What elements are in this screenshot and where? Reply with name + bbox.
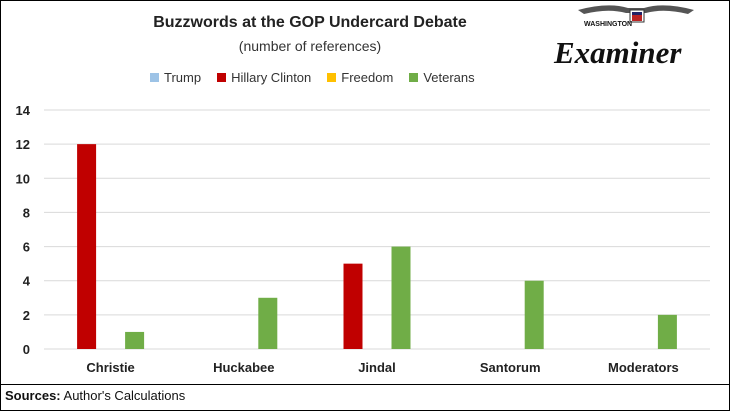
- legend-item: Trump: [150, 70, 201, 85]
- bar-veterans-moderators: [657, 314, 677, 349]
- y-tick-label: 14: [16, 103, 31, 118]
- x-tick-label: Christie: [86, 360, 134, 375]
- x-tick-label: Huckabee: [213, 360, 274, 375]
- y-tick-label: 0: [23, 342, 30, 357]
- bar-veterans-christie: [125, 331, 145, 349]
- sources-label: Sources:: [5, 388, 61, 403]
- bar-veterans-huckabee: [258, 297, 278, 349]
- legend-item: Veterans: [409, 70, 475, 85]
- legend-item: Freedom: [327, 70, 393, 85]
- y-tick-label: 10: [16, 171, 30, 186]
- y-tick-label: 4: [23, 274, 31, 289]
- chart-title: Buzzwords at the GOP Undercard Debate: [153, 14, 467, 31]
- legend-label: Veterans: [423, 70, 475, 85]
- legend: Trump Hillary Clinton Freedom Veterans: [150, 70, 475, 85]
- legend-swatch: [150, 73, 159, 82]
- x-tick-label: Jindal: [358, 360, 396, 375]
- bar-hillary-clinton-jindal: [343, 263, 363, 349]
- legend-item: Hillary Clinton: [217, 70, 311, 85]
- y-tick-label: 12: [16, 137, 30, 152]
- washington-examiner-logo: WASHINGTON Examiner: [553, 5, 694, 68]
- x-tick-label: Moderators: [608, 360, 679, 375]
- chart-subtitle: (number of references): [238, 38, 382, 54]
- logo-text: Examiner: [553, 35, 682, 68]
- bar-hillary-clinton-christie: [77, 144, 97, 349]
- legend-label: Trump: [164, 70, 202, 85]
- sources-note: Sources: Author's Calculations: [5, 388, 185, 403]
- y-tick-label: 2: [23, 308, 30, 323]
- bar-chart: 0 2 4 6 8 10 12 14 Christie Huckabee Jindal Santoru…: [16, 103, 710, 375]
- legend-swatch: [217, 73, 227, 82]
- logo-small-text: WASHINGTON: [584, 21, 632, 28]
- legend-swatch: [409, 73, 419, 82]
- x-tick-label: Santorum: [480, 360, 541, 375]
- y-tick-label: 6: [23, 240, 30, 255]
- legend-label: Freedom: [341, 70, 394, 85]
- bar-veterans-santorum: [524, 280, 544, 349]
- legend-label: Hillary Clinton: [231, 70, 312, 85]
- y-tick-label: 8: [23, 205, 30, 220]
- footer-divider: [0, 384, 730, 385]
- sources-text: Author's Calculations: [60, 388, 186, 403]
- bar-veterans-jindal: [391, 246, 411, 349]
- legend-swatch: [327, 73, 337, 82]
